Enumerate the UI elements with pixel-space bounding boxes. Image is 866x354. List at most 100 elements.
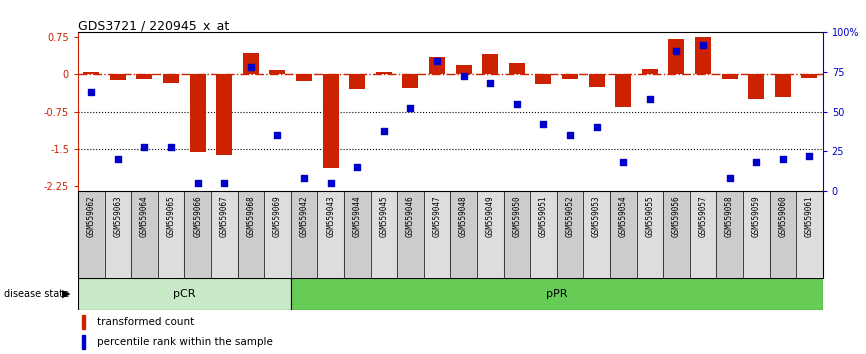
- Point: [643, 96, 656, 102]
- Bar: [158, 191, 184, 278]
- Point: [164, 144, 178, 149]
- Text: GSM559055: GSM559055: [645, 195, 655, 237]
- Text: GSM559046: GSM559046: [406, 195, 415, 237]
- Bar: [291, 191, 317, 278]
- Bar: [105, 191, 131, 278]
- Text: GSM559053: GSM559053: [592, 195, 601, 237]
- Text: GSM559066: GSM559066: [193, 195, 202, 237]
- Bar: [669, 39, 684, 74]
- Text: GSM559051: GSM559051: [539, 195, 548, 237]
- Bar: [743, 191, 770, 278]
- Point: [84, 90, 98, 95]
- Point: [722, 176, 736, 181]
- Text: GSM559052: GSM559052: [565, 195, 574, 237]
- Point: [404, 105, 417, 111]
- Bar: [557, 191, 584, 278]
- Text: disease state: disease state: [4, 289, 69, 299]
- Point: [510, 101, 524, 106]
- Bar: [397, 191, 423, 278]
- Point: [563, 132, 577, 138]
- Text: GSM559063: GSM559063: [113, 195, 122, 237]
- Point: [803, 153, 817, 159]
- Bar: [190, 74, 205, 152]
- Bar: [429, 57, 445, 74]
- Text: GSM559064: GSM559064: [140, 195, 149, 237]
- Text: GSM559057: GSM559057: [699, 195, 708, 237]
- Text: GSM559068: GSM559068: [246, 195, 255, 237]
- Bar: [131, 191, 158, 278]
- Text: GSM559056: GSM559056: [672, 195, 681, 237]
- Bar: [716, 191, 743, 278]
- Text: GSM559047: GSM559047: [432, 195, 442, 237]
- Bar: [349, 74, 365, 89]
- Bar: [323, 74, 339, 168]
- Bar: [456, 65, 472, 74]
- Bar: [264, 191, 291, 278]
- Text: GDS3721 / 220945_x_at: GDS3721 / 220945_x_at: [78, 19, 229, 32]
- Bar: [403, 74, 418, 88]
- Text: GSM559061: GSM559061: [805, 195, 814, 237]
- Bar: [371, 191, 397, 278]
- Point: [217, 180, 231, 186]
- Point: [536, 121, 551, 127]
- Point: [617, 160, 630, 165]
- Text: GSM559044: GSM559044: [352, 195, 362, 237]
- Bar: [344, 191, 371, 278]
- Point: [483, 80, 497, 86]
- Point: [324, 180, 338, 186]
- Text: GSM559043: GSM559043: [326, 195, 335, 237]
- Text: transformed count: transformed count: [97, 318, 194, 327]
- Bar: [689, 191, 716, 278]
- Bar: [801, 74, 818, 78]
- Text: GSM559065: GSM559065: [166, 195, 176, 237]
- Point: [377, 128, 391, 133]
- Text: ▶: ▶: [62, 289, 71, 299]
- Bar: [770, 191, 796, 278]
- Text: GSM559059: GSM559059: [752, 195, 760, 237]
- Point: [270, 132, 284, 138]
- Bar: [509, 63, 525, 74]
- Bar: [81, 335, 85, 348]
- Bar: [81, 315, 85, 329]
- Bar: [83, 72, 100, 74]
- Point: [696, 42, 710, 47]
- Point: [430, 58, 444, 63]
- Bar: [110, 74, 126, 80]
- Bar: [423, 191, 450, 278]
- Bar: [216, 74, 232, 155]
- Text: pCR: pCR: [173, 289, 196, 299]
- Text: GSM559042: GSM559042: [300, 195, 308, 237]
- Bar: [376, 72, 391, 74]
- Bar: [482, 54, 498, 74]
- Bar: [184, 191, 211, 278]
- Text: GSM559062: GSM559062: [87, 195, 96, 237]
- Point: [776, 156, 790, 162]
- Bar: [317, 191, 344, 278]
- Bar: [78, 191, 105, 278]
- Point: [297, 176, 311, 181]
- Bar: [242, 53, 259, 74]
- Bar: [211, 191, 237, 278]
- Bar: [642, 69, 658, 74]
- Point: [138, 144, 152, 149]
- Point: [244, 64, 258, 70]
- Point: [111, 156, 125, 162]
- Bar: [589, 74, 604, 87]
- Bar: [269, 70, 286, 74]
- Text: GSM559050: GSM559050: [513, 195, 521, 237]
- FancyBboxPatch shape: [291, 278, 823, 310]
- Bar: [796, 191, 823, 278]
- Bar: [477, 191, 503, 278]
- Bar: [663, 191, 689, 278]
- Bar: [163, 74, 179, 83]
- Point: [749, 160, 763, 165]
- Bar: [237, 191, 264, 278]
- Text: GSM559058: GSM559058: [725, 195, 734, 237]
- Point: [590, 125, 604, 130]
- Bar: [530, 191, 557, 278]
- Bar: [503, 191, 530, 278]
- Text: GSM559054: GSM559054: [618, 195, 628, 237]
- Bar: [637, 191, 663, 278]
- Bar: [615, 74, 631, 107]
- Text: GSM559045: GSM559045: [379, 195, 388, 237]
